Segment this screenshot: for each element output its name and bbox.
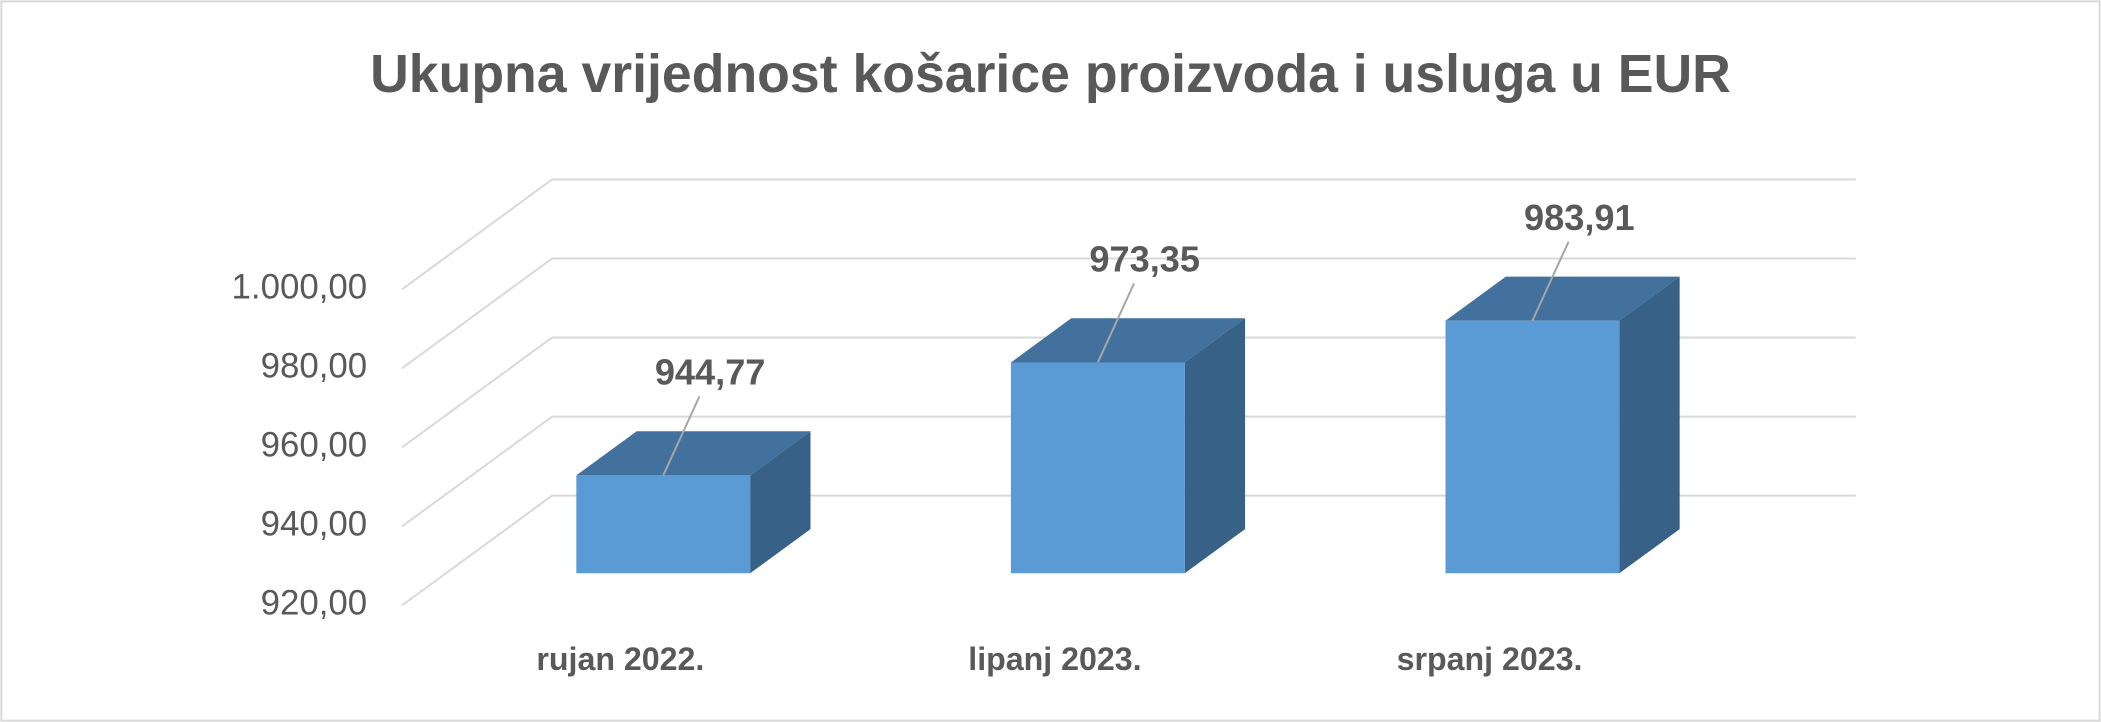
x-tick-label: srpanj 2023. xyxy=(1397,641,1583,677)
bar-top xyxy=(576,431,811,476)
y-tick-label: 980,00 xyxy=(261,347,368,386)
bar-top xyxy=(1010,318,1246,363)
bar-top xyxy=(1445,276,1680,321)
grid-line xyxy=(401,178,553,291)
bar-front xyxy=(1445,320,1620,574)
y-tick-label: 920,00 xyxy=(261,584,368,623)
bar-front xyxy=(1010,362,1185,574)
grid-line xyxy=(401,257,553,370)
value-label: 983,91 xyxy=(1524,197,1635,238)
y-tick-label: 940,00 xyxy=(261,505,368,544)
x-tick-label: lipanj 2023. xyxy=(968,641,1141,677)
bar-front xyxy=(576,475,751,574)
leader-line xyxy=(1531,241,1570,322)
bar-side xyxy=(1184,318,1246,574)
leader-line xyxy=(1096,283,1135,363)
y-tick-label: 960,00 xyxy=(261,426,368,465)
grid-line xyxy=(401,494,553,607)
y-tick-label: 1.000,00 xyxy=(232,268,368,307)
value-label: 944,77 xyxy=(655,351,766,392)
x-tick-label: rujan 2022. xyxy=(536,641,704,677)
grid-line xyxy=(401,415,553,528)
chart-title: Ukupna vrijednost košarice proizvoda i u… xyxy=(370,44,1731,104)
leader-line xyxy=(662,395,701,476)
bar-side xyxy=(1619,276,1680,574)
grid-line xyxy=(401,336,553,449)
value-label: 973,35 xyxy=(1089,239,1200,280)
bar-side xyxy=(750,431,811,574)
